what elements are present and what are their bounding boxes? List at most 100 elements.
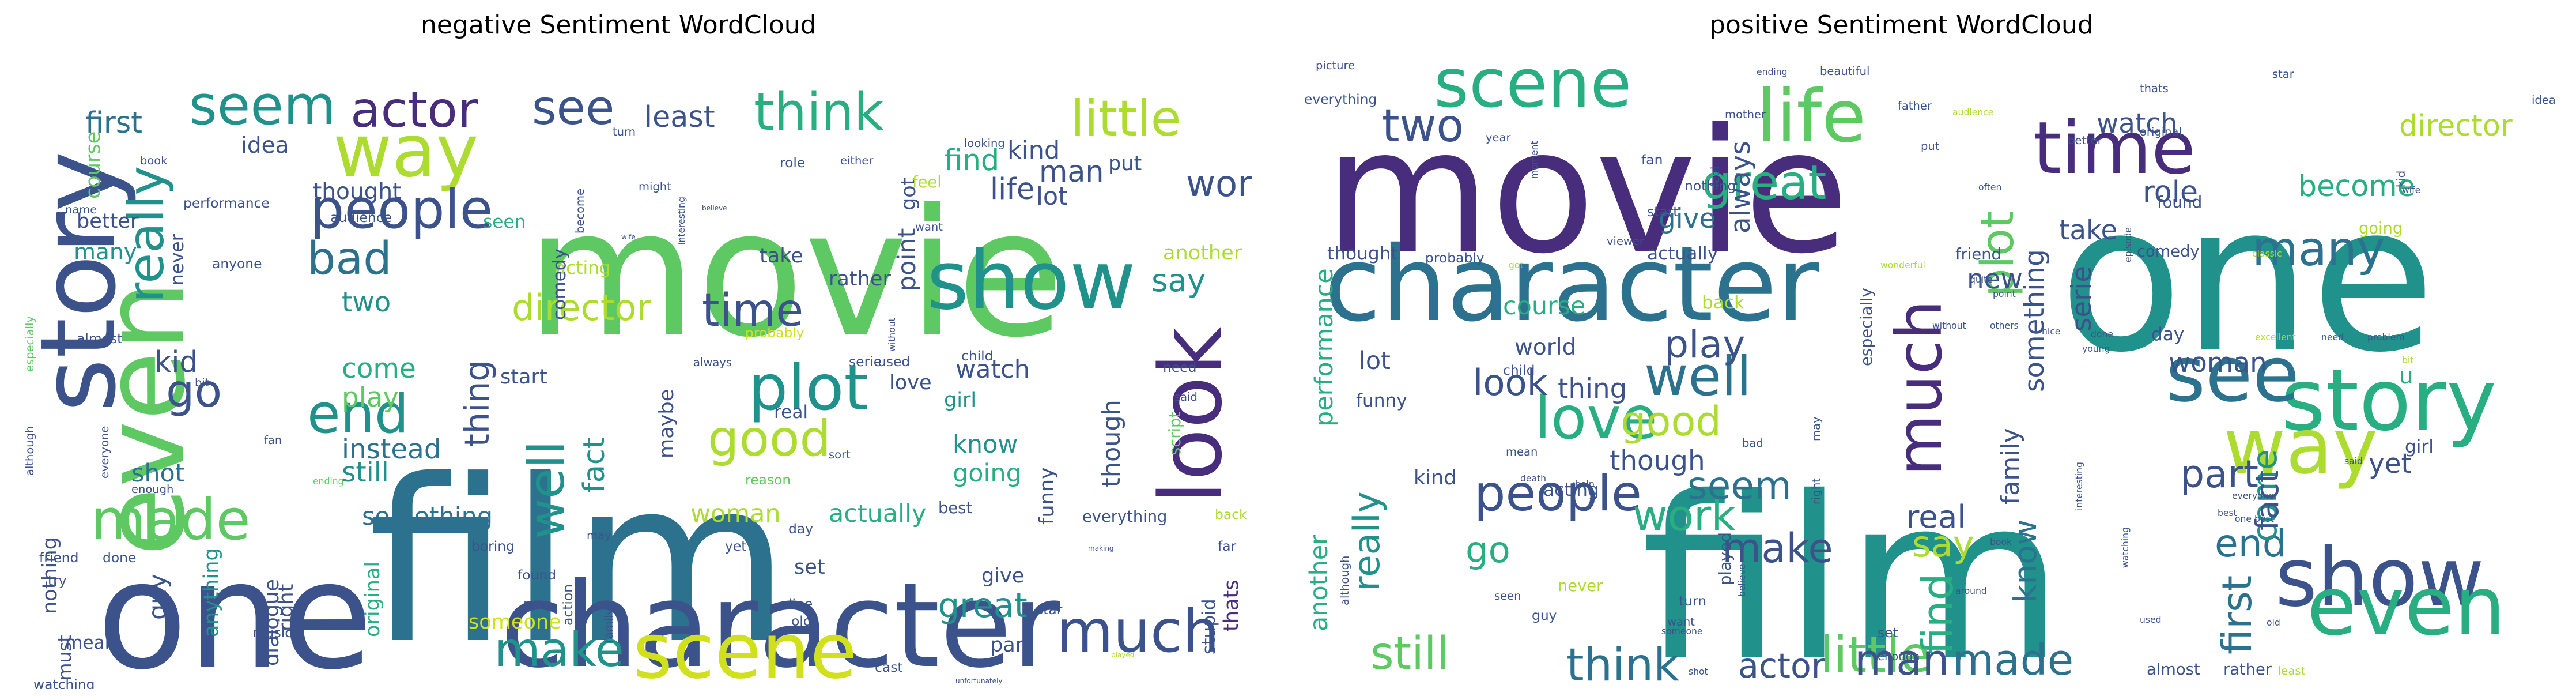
neg-word-real: real xyxy=(774,402,808,423)
pos-word-u: u xyxy=(2399,363,2413,389)
pos-word-thats: thats xyxy=(2140,82,2169,95)
pos-word-film: film xyxy=(1641,449,2064,689)
pos-word-wonderful: wonderful xyxy=(1880,260,1925,270)
pos-word-look: look xyxy=(1473,362,1548,404)
neg-word-funny: funny xyxy=(1035,467,1059,525)
neg-word-guy: guy xyxy=(143,574,172,620)
pos-word-life: life xyxy=(1757,75,1866,159)
pos-word-seen: seen xyxy=(1494,589,1521,603)
pos-word-turn: turn xyxy=(1679,593,1706,609)
neg-word-watch: watch xyxy=(955,355,1030,384)
pos-word-watch: watch xyxy=(2097,108,2178,140)
neg-word-man: man xyxy=(1039,155,1104,189)
neg-word-take: take xyxy=(760,244,803,268)
pos-word-quite: quite xyxy=(1970,274,1993,285)
pos-word-go: go xyxy=(1465,529,1510,571)
neg-word-unfortunately: unfortunately xyxy=(955,677,1003,685)
neg-word-far: far xyxy=(1218,538,1237,554)
neg-word-put: put xyxy=(1108,152,1142,175)
pos-word-someone: someone xyxy=(1661,626,1702,637)
neg-word-movie: movie xyxy=(526,172,1064,376)
pos-word-become: become xyxy=(2298,169,2415,203)
neg-word-even: even xyxy=(79,280,210,556)
neg-word-wife: wife xyxy=(621,233,636,241)
pos-word-man: man xyxy=(1854,635,1950,685)
neg-word-well: well xyxy=(518,441,576,539)
pos-word-often: often xyxy=(1978,182,2001,193)
neg-word-thats: thats xyxy=(1219,579,1243,631)
neg-word-give: give xyxy=(981,564,1024,588)
pos-word-done: done xyxy=(2091,329,2113,340)
neg-word-another: another xyxy=(1163,241,1242,265)
neg-word-bad: bad xyxy=(307,233,392,285)
neg-word-character: character xyxy=(500,558,1060,689)
neg-word-book: book xyxy=(140,154,168,167)
pos-word-bad: bad xyxy=(1742,436,1763,450)
pos-word-see: see xyxy=(2166,330,2299,419)
neg-word-star: star xyxy=(1036,601,1063,618)
pos-word-nice: nice xyxy=(2042,326,2060,337)
neg-word-interesting: interesting xyxy=(677,197,687,245)
pos-word-shot: shot xyxy=(1689,667,1708,677)
neg-word-new: new xyxy=(523,596,551,612)
neg-word-people: people xyxy=(310,178,493,241)
neg-word-role: role xyxy=(780,155,805,171)
pos-word-movie: movie xyxy=(1324,92,1849,291)
neg-word-kind: kind xyxy=(1007,136,1060,165)
neg-word-bit: bit xyxy=(195,376,210,389)
neg-word-see: see xyxy=(532,81,614,136)
neg-word-audience: audience xyxy=(330,209,392,225)
pos-word-actor: actor xyxy=(1738,646,1826,686)
neg-word-believe: believe xyxy=(702,204,727,212)
neg-word-point: point xyxy=(893,228,921,291)
pos-word-find: find xyxy=(1913,573,1963,654)
pos-word-people: people xyxy=(1474,465,1642,522)
pos-word-seem: seem xyxy=(1687,463,1792,508)
pos-word-everyone: everyone xyxy=(2232,491,2274,501)
neg-word-boring: boring xyxy=(471,538,515,554)
neg-word-dialogue: dialogue xyxy=(260,579,284,666)
neg-word-done: done xyxy=(103,550,136,566)
neg-word-turn: turn xyxy=(613,125,636,138)
pos-word-think: think xyxy=(1566,639,1679,689)
neg-word-someone: someone xyxy=(469,610,561,634)
neg-word-good: good xyxy=(708,410,831,468)
neg-word-watching: watching xyxy=(33,676,95,689)
neg-word-little: little xyxy=(1071,90,1181,148)
pos-word-mean: mean xyxy=(1506,445,1538,458)
pos-word-kid: kid xyxy=(2394,171,2408,187)
pos-word-give: give xyxy=(1659,204,1716,235)
neg-word-especially: especially xyxy=(23,316,36,372)
neg-word-back: back xyxy=(1215,506,1247,522)
pos-word-much: much xyxy=(1883,300,1956,476)
neg-word-start: start xyxy=(500,365,547,389)
pos-word-always: always xyxy=(1725,141,1757,234)
pos-word-help: help xyxy=(1575,479,1595,490)
neg-word-show: show xyxy=(927,234,1136,328)
neg-word-idea: idea xyxy=(241,133,289,159)
neg-word-although: although xyxy=(23,426,36,476)
pos-word-something: something xyxy=(2019,249,2050,392)
pos-word-real: real xyxy=(1906,498,1966,535)
neg-word-much: much xyxy=(1056,597,1219,665)
pos-word-problem: problem xyxy=(2367,332,2405,343)
neg-word-make: make xyxy=(494,623,624,678)
pos-word-girl: girl xyxy=(2405,436,2434,457)
neg-word-may: may xyxy=(587,529,611,542)
negative-cloud-title: negative Sentiment WordCloud xyxy=(421,10,817,40)
pos-word-year: year xyxy=(1486,131,1511,144)
neg-word-actor: actor xyxy=(350,81,478,139)
neg-word-old: old xyxy=(791,613,812,629)
neg-word-time: time xyxy=(702,285,803,337)
pos-word-though: though xyxy=(1610,446,1705,477)
pos-word-show: show xyxy=(2275,531,2484,625)
pos-word-ending: ending xyxy=(1757,67,1788,77)
pos-word-used: used xyxy=(2140,615,2162,625)
neg-word-try: try xyxy=(48,573,67,589)
pos-word-point: point xyxy=(1993,289,2016,299)
pos-word-beautiful: beautiful xyxy=(1820,65,1869,78)
pos-word-kind: kind xyxy=(1414,466,1457,490)
pos-word-well: well xyxy=(1644,345,1751,408)
pos-word-probably: probably xyxy=(1425,250,1485,266)
